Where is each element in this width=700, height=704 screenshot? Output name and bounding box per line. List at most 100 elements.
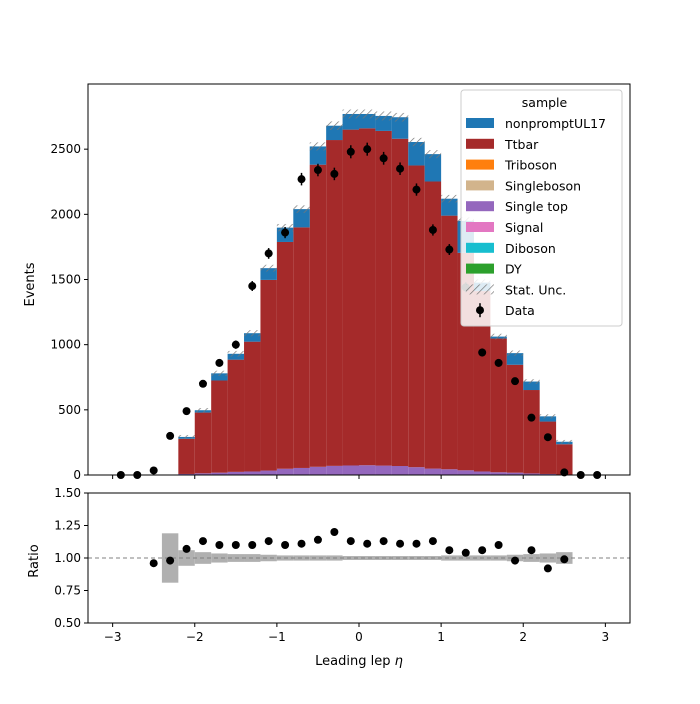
legend-swatch xyxy=(466,118,494,128)
legend-label: Data xyxy=(505,303,535,318)
legend-swatch xyxy=(466,139,494,149)
bar-single-top xyxy=(441,469,457,475)
y-tick-label: 2500 xyxy=(50,142,81,156)
data-point xyxy=(478,348,486,356)
x-axis-label-symbol: η xyxy=(395,654,403,669)
data-point xyxy=(380,154,388,162)
ratio-y-tick-label: 1.25 xyxy=(54,519,81,533)
bar-ttbar xyxy=(343,130,359,466)
legend-label: Stat. Unc. xyxy=(505,282,566,297)
x-tick-label: −2 xyxy=(186,630,204,644)
ratio-point xyxy=(544,564,552,572)
ratio-point xyxy=(248,541,256,549)
stat-unc-band xyxy=(490,334,506,340)
ratio-point xyxy=(527,546,535,554)
x-tick-label: 2 xyxy=(519,630,527,644)
legend-swatch xyxy=(466,243,494,253)
data-point xyxy=(511,377,519,385)
ratio-point xyxy=(380,537,388,545)
ratio-point xyxy=(478,546,486,554)
stat-unc-band xyxy=(392,113,408,122)
bar-single-top xyxy=(408,467,424,475)
ratio-point xyxy=(396,540,404,548)
data-point xyxy=(347,148,355,156)
data-point xyxy=(412,186,420,194)
bar-ttbar xyxy=(310,165,326,467)
ratio-point xyxy=(462,549,470,557)
bar-nonpromptul17 xyxy=(425,154,441,181)
bar-single-top xyxy=(277,469,293,475)
stat-unc-band xyxy=(408,138,424,146)
data-point xyxy=(281,229,289,237)
bar-single-top xyxy=(458,470,474,475)
ratio-point xyxy=(281,541,289,549)
ratio-point xyxy=(412,540,420,548)
x-axis-label-text: Leading lep xyxy=(315,654,390,669)
bar-single-top xyxy=(244,471,260,475)
ratio-point xyxy=(298,540,306,548)
ratio-point xyxy=(183,545,191,553)
ratio-point xyxy=(560,555,568,563)
y-tick-label: 1000 xyxy=(50,338,81,352)
x-tick-label: −1 xyxy=(268,630,286,644)
legend-swatch xyxy=(466,222,494,232)
data-point xyxy=(232,341,240,349)
stat-unc-band xyxy=(244,330,260,336)
bar-ttbar xyxy=(490,339,506,473)
ratio-point xyxy=(199,537,207,545)
y-tick-label: 0 xyxy=(73,468,81,482)
data-point xyxy=(183,407,191,415)
stat-unc-band xyxy=(293,205,309,213)
data-point xyxy=(150,466,158,474)
data-point xyxy=(298,175,306,183)
stat-unc-band xyxy=(310,142,326,150)
legend-title: sample xyxy=(522,95,568,110)
y-tick-label: 500 xyxy=(58,403,81,417)
stat-unc-band xyxy=(260,265,276,272)
bar-ttbar xyxy=(392,139,408,466)
stat-unc-band xyxy=(343,110,359,119)
y-tick-label: 2000 xyxy=(50,207,81,221)
bar-single-top xyxy=(359,465,375,475)
stat-unc-band xyxy=(359,110,375,119)
bar-single-top xyxy=(260,471,276,475)
ratio-point xyxy=(150,559,158,567)
bar-single-top xyxy=(474,471,490,475)
x-tick-label: −3 xyxy=(104,630,122,644)
data-point xyxy=(429,226,437,234)
stat-unc-band xyxy=(507,351,523,356)
ratio-y-tick-label: 1.00 xyxy=(54,551,81,565)
legend-label: DY xyxy=(505,262,522,277)
x-axis-label: Leading lep η xyxy=(315,654,403,669)
ratio-point xyxy=(429,537,437,545)
legend-label: Signal xyxy=(505,220,543,235)
bar-ttbar xyxy=(244,342,260,472)
x-tick-label: 0 xyxy=(355,630,363,644)
data-point xyxy=(527,414,535,422)
legend-label: Triboson xyxy=(504,158,557,173)
data-point xyxy=(396,165,404,173)
bar-ttbar xyxy=(408,165,424,467)
legend-label: Single top xyxy=(505,199,568,214)
stat-unc-band xyxy=(195,408,211,412)
data-point xyxy=(199,380,207,388)
x-tick-label: 1 xyxy=(437,630,445,644)
stat-unc-band xyxy=(326,121,342,130)
bar-single-top xyxy=(310,467,326,475)
data-point xyxy=(265,249,273,257)
top-y-axis-label: Events xyxy=(23,262,38,306)
ratio-point xyxy=(314,536,322,544)
stat-unc-band xyxy=(441,195,457,203)
legend-swatch-hatch xyxy=(466,284,494,294)
bar-ttbar xyxy=(540,422,556,474)
legend: samplenonpromptUL17TtbarTribosonSinglebo… xyxy=(461,90,622,326)
ratio-point xyxy=(445,546,453,554)
ratio-point xyxy=(215,541,223,549)
bar-single-top xyxy=(375,466,391,475)
ratio-point xyxy=(330,528,338,536)
bar-single-top xyxy=(392,466,408,475)
bar-ttbar xyxy=(293,227,309,468)
stat-unc-band xyxy=(523,379,539,384)
ratio-point xyxy=(495,541,503,549)
